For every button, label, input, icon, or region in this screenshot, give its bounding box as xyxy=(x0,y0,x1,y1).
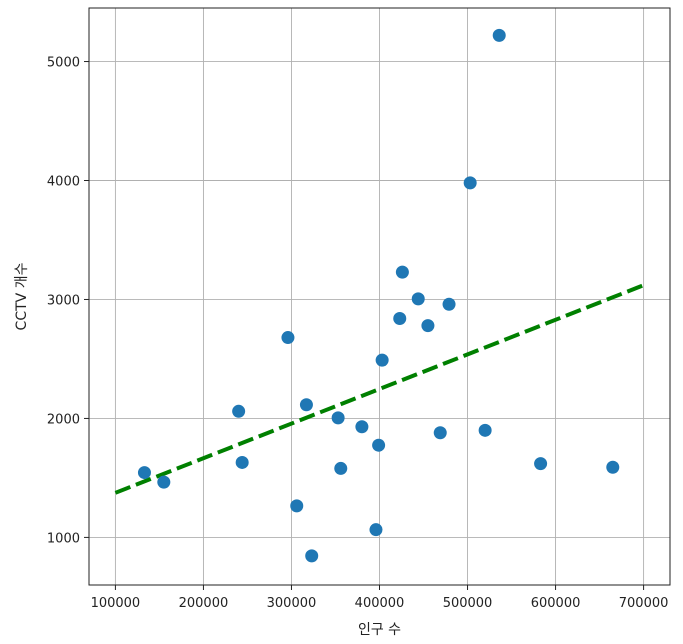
y-tick-label: 3000 xyxy=(47,293,80,308)
scatter-point xyxy=(372,438,386,452)
x-tick-label: 200000 xyxy=(179,596,229,611)
scatter-point xyxy=(299,398,313,412)
scatter-point xyxy=(411,292,425,306)
y-axis-label: CCTV 개수 xyxy=(14,262,30,330)
scatter-point xyxy=(281,331,295,345)
x-tick-label: 500000 xyxy=(443,596,493,611)
y-tick-label: 5000 xyxy=(47,56,80,71)
scatter-point xyxy=(393,312,407,326)
y-tick-label: 4000 xyxy=(47,175,80,190)
scatter-point xyxy=(305,549,319,563)
scatter-point xyxy=(395,265,409,279)
scatter-point xyxy=(334,461,348,475)
y-tick-label: 2000 xyxy=(47,412,80,427)
scatter-point xyxy=(235,455,249,469)
scatter-point xyxy=(375,353,389,367)
scatter-point xyxy=(369,523,383,537)
grid xyxy=(89,8,670,585)
scatter-point xyxy=(478,423,492,437)
scatter-point xyxy=(355,420,369,434)
scatter-point xyxy=(137,466,151,480)
scatter-point xyxy=(606,460,620,474)
data-points xyxy=(137,28,620,563)
x-tick-label: 300000 xyxy=(267,596,317,611)
scatter-point xyxy=(421,319,435,333)
scatter-point xyxy=(463,176,477,190)
scatter-point xyxy=(534,457,548,471)
scatter-point xyxy=(290,499,304,513)
axis-ticks: 100000 200000 300000 400000 500000 600000 7000… xyxy=(47,56,669,611)
trend-line xyxy=(114,283,645,495)
x-tick-label: 100000 xyxy=(91,596,141,611)
trend-line-layer xyxy=(114,283,645,495)
scatter-point xyxy=(232,404,246,418)
scatter-point xyxy=(492,28,506,42)
scatter-point xyxy=(157,475,171,489)
scatter-point xyxy=(442,297,456,311)
scatter-point xyxy=(433,426,447,440)
y-tick-label: 1000 xyxy=(47,531,80,546)
x-axis-label: 인구 수 xyxy=(358,622,401,638)
scatter-point xyxy=(331,411,345,425)
x-tick-label: 400000 xyxy=(355,596,405,611)
x-tick-label: 700000 xyxy=(619,596,669,611)
x-tick-label: 600000 xyxy=(531,596,581,611)
